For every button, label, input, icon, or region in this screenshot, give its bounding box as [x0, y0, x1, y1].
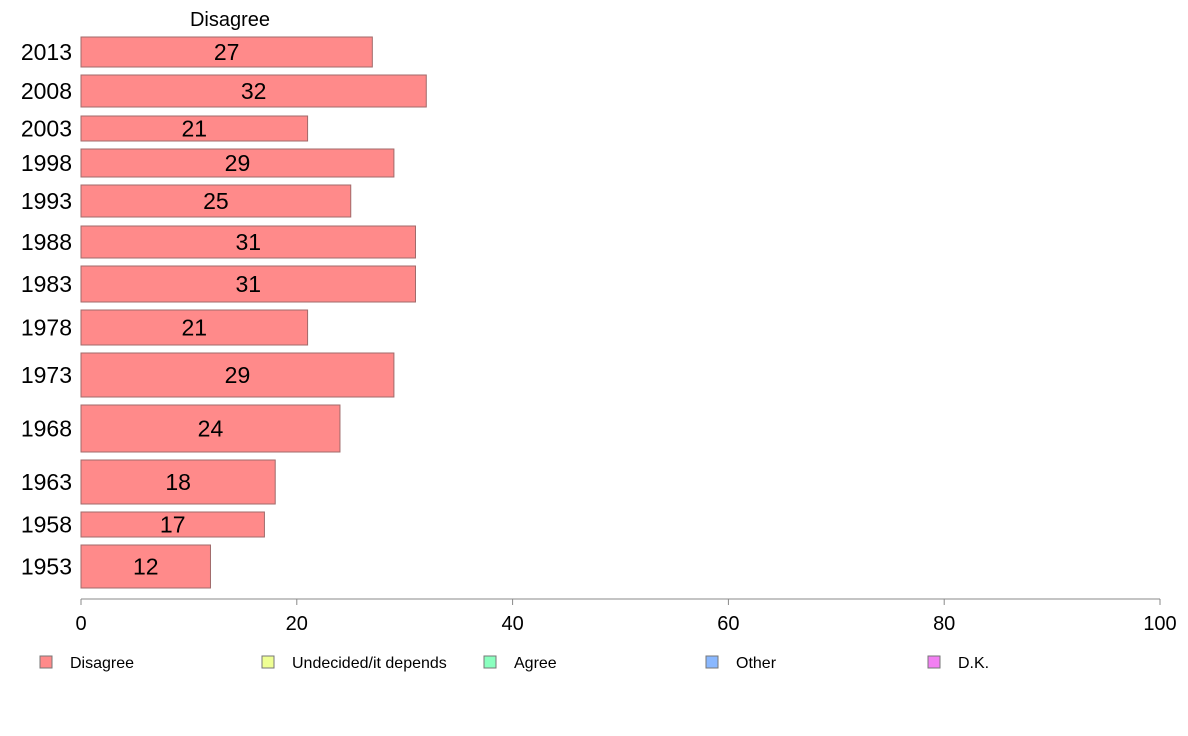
category-label-2013: 2013: [21, 39, 72, 65]
value-label-2013: 27: [214, 39, 240, 65]
value-label-2008: 32: [241, 78, 267, 104]
category-label-1953: 1953: [21, 554, 72, 580]
legend-label: D.K.: [958, 655, 989, 672]
value-label-1998: 29: [225, 150, 251, 176]
value-label-1963: 18: [165, 469, 191, 495]
legend-item-d-k[interactable]: D.K.: [927, 655, 989, 672]
value-label-1968: 24: [198, 416, 224, 442]
value-label-1983: 31: [235, 271, 261, 297]
bar-2008: [80, 74, 427, 108]
bar-2013: [80, 36, 373, 68]
legend-item-other[interactable]: Other: [705, 655, 777, 672]
category-label-1973: 1973: [21, 362, 72, 388]
bar-1993: [80, 184, 352, 218]
bar-1998: [80, 148, 395, 178]
legend-item-undecided-it-depends[interactable]: Undecided/it depends: [261, 655, 447, 672]
legend[interactable]: Disagree Undecided/it depends Agree Other D.…: [39, 655, 989, 672]
legend-label: Undecided/it depends: [292, 655, 447, 672]
bar-1983: [80, 265, 416, 303]
legend-swatch: [705, 655, 719, 669]
bar-1978: [80, 309, 309, 346]
x-tick-label-0: 0: [75, 613, 86, 635]
legend-swatch: [39, 655, 53, 669]
bars-group: 2013 27 2008 32 2003 21 1998 29 1993 25 1988 31 1983…: [21, 36, 427, 589]
category-label-1988: 1988: [21, 229, 72, 255]
value-label-1973: 29: [225, 362, 251, 388]
category-label-1983: 1983: [21, 271, 72, 297]
value-label-1993: 25: [203, 188, 229, 214]
category-label-1968: 1968: [21, 416, 72, 442]
x-tick-label-80: 80: [933, 613, 955, 635]
legend-label: Agree: [514, 655, 557, 672]
x-tick-label-40: 40: [501, 613, 523, 635]
value-label-1958: 17: [160, 512, 186, 538]
category-label-1978: 1978: [21, 315, 72, 341]
bar-1973: [80, 352, 395, 398]
legend-item-agree[interactable]: Agree: [483, 655, 557, 672]
x-axis: 0 20 40 60 80 100: [75, 598, 1177, 635]
value-label-1978: 21: [181, 315, 207, 341]
category-label-2003: 2003: [21, 116, 72, 142]
legend-swatch: [927, 655, 941, 669]
value-label-2003: 21: [181, 116, 207, 142]
bar-1988: [80, 225, 416, 259]
category-label-2008: 2008: [21, 78, 72, 104]
column-header: Disagree: [190, 9, 270, 31]
legend-swatch: [483, 655, 497, 669]
x-tick-label-20: 20: [286, 613, 308, 635]
legend-label: Disagree: [70, 655, 134, 672]
bar-1963: [80, 459, 276, 505]
x-tick-label-100: 100: [1143, 613, 1176, 635]
category-label-1958: 1958: [21, 512, 72, 538]
legend-swatch: [261, 655, 275, 669]
legend-label: Other: [736, 655, 777, 672]
legend-item-disagree[interactable]: Disagree: [39, 655, 134, 672]
x-tick-label-60: 60: [717, 613, 739, 635]
category-label-1998: 1998: [21, 150, 72, 176]
category-label-1993: 1993: [21, 188, 72, 214]
bar-1968: [80, 404, 341, 453]
bar-1953: [80, 544, 211, 589]
bar-1958: [80, 511, 265, 538]
value-label-1953: 12: [133, 554, 159, 580]
value-label-1988: 31: [235, 229, 261, 255]
category-label-1963: 1963: [21, 469, 72, 495]
bar-2003: [80, 115, 309, 142]
